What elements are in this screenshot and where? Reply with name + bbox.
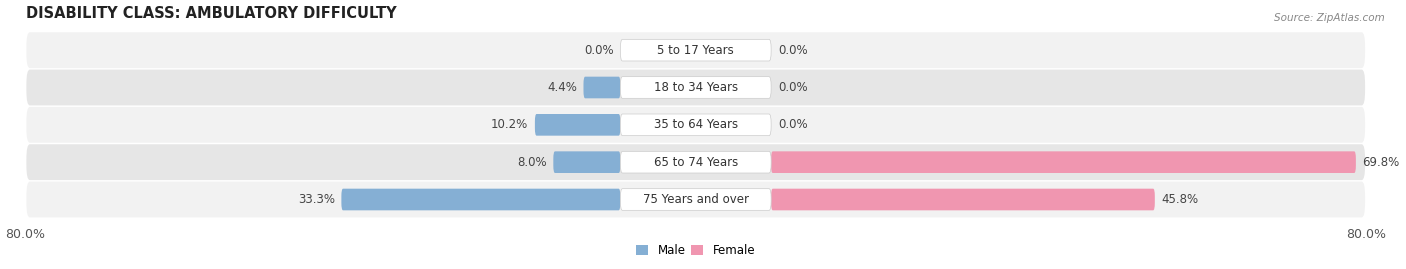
FancyBboxPatch shape — [342, 189, 620, 210]
Text: 8.0%: 8.0% — [517, 156, 547, 169]
Text: 35 to 64 Years: 35 to 64 Years — [654, 118, 738, 131]
FancyBboxPatch shape — [27, 32, 1365, 68]
Text: 75 Years and over: 75 Years and over — [643, 193, 749, 206]
FancyBboxPatch shape — [620, 151, 770, 173]
Text: DISABILITY CLASS: AMBULATORY DIFFICULTY: DISABILITY CLASS: AMBULATORY DIFFICULTY — [25, 6, 396, 20]
FancyBboxPatch shape — [770, 151, 1355, 173]
Text: 5 to 17 Years: 5 to 17 Years — [658, 44, 734, 57]
FancyBboxPatch shape — [620, 77, 770, 98]
Text: 45.8%: 45.8% — [1161, 193, 1199, 206]
FancyBboxPatch shape — [534, 114, 620, 136]
Text: 0.0%: 0.0% — [583, 44, 613, 57]
Text: 18 to 34 Years: 18 to 34 Years — [654, 81, 738, 94]
Text: Source: ZipAtlas.com: Source: ZipAtlas.com — [1274, 13, 1385, 23]
Text: 0.0%: 0.0% — [778, 81, 807, 94]
Legend: Male, Female: Male, Female — [631, 239, 761, 261]
FancyBboxPatch shape — [554, 151, 620, 173]
FancyBboxPatch shape — [620, 39, 770, 61]
FancyBboxPatch shape — [27, 107, 1365, 143]
FancyBboxPatch shape — [770, 189, 1154, 210]
FancyBboxPatch shape — [620, 114, 770, 136]
Text: 0.0%: 0.0% — [778, 118, 807, 131]
Text: 69.8%: 69.8% — [1362, 156, 1400, 169]
Text: 33.3%: 33.3% — [298, 193, 335, 206]
Text: 65 to 74 Years: 65 to 74 Years — [654, 156, 738, 169]
FancyBboxPatch shape — [620, 189, 770, 210]
FancyBboxPatch shape — [583, 77, 620, 98]
FancyBboxPatch shape — [27, 70, 1365, 105]
FancyBboxPatch shape — [27, 144, 1365, 180]
Text: 0.0%: 0.0% — [778, 44, 807, 57]
Text: 10.2%: 10.2% — [491, 118, 529, 131]
FancyBboxPatch shape — [27, 182, 1365, 217]
Text: 4.4%: 4.4% — [547, 81, 576, 94]
